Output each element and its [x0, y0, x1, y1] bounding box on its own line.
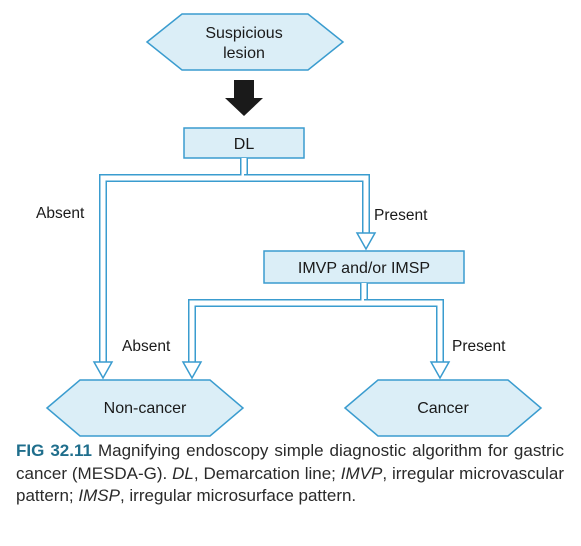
imvp-absent-connector [188, 283, 368, 363]
non-cancer-node [45, 379, 245, 437]
dl-present-label: Present [374, 207, 428, 224]
imvp-imsp-label: IMVP and/or IMSP [298, 260, 430, 277]
dl-absent-arrowhead [92, 361, 114, 380]
dl-present-arrowhead [355, 232, 377, 251]
imvp-absent-label: Absent [122, 338, 171, 355]
dl-absent-label: Absent [36, 205, 85, 222]
dl-absent-connector [99, 158, 248, 363]
imvp-absent-arrowhead [181, 361, 203, 380]
figure-number: FIG 32.11 [16, 441, 92, 460]
abbr-imvp-term: IMVP [340, 463, 383, 483]
cancer-node [343, 379, 543, 437]
abbr-imsp-term: IMSP [78, 486, 120, 505]
abbr-imsp-definition: irregular microsurface pattern. [129, 486, 357, 505]
cancer-label: Cancer [417, 400, 469, 417]
suspicious-lesion-node [145, 13, 345, 71]
dl-label: DL [234, 136, 255, 153]
figure-caption: FIG 32.11 Magnifying endoscopy simple dia… [16, 441, 565, 506]
suspicious-lesion-label-line2: lesion [223, 45, 265, 62]
caption-text: Magnifying endoscopy simple diagnostic a… [16, 441, 564, 483]
flowchart: .node { fill: #dbeef7; stroke: #3a9ccf; … [36, 13, 543, 437]
abbr-dl-term: DL [172, 463, 194, 483]
down-arrow-icon [225, 80, 263, 116]
abbr-dl-definition: Demarcation line; [203, 463, 336, 483]
imvp-present-connector [364, 299, 444, 363]
imvp-present-label: Present [452, 338, 506, 355]
dl-node [183, 127, 305, 159]
non-cancer-label: Non-cancer [104, 400, 187, 417]
dl-present-connector [244, 174, 370, 234]
suspicious-lesion-label-line1: Suspicious [205, 25, 282, 42]
abbr-imvp-definition: irregular microvascular pattern; [16, 463, 565, 506]
imvp-present-arrowhead [429, 361, 451, 380]
